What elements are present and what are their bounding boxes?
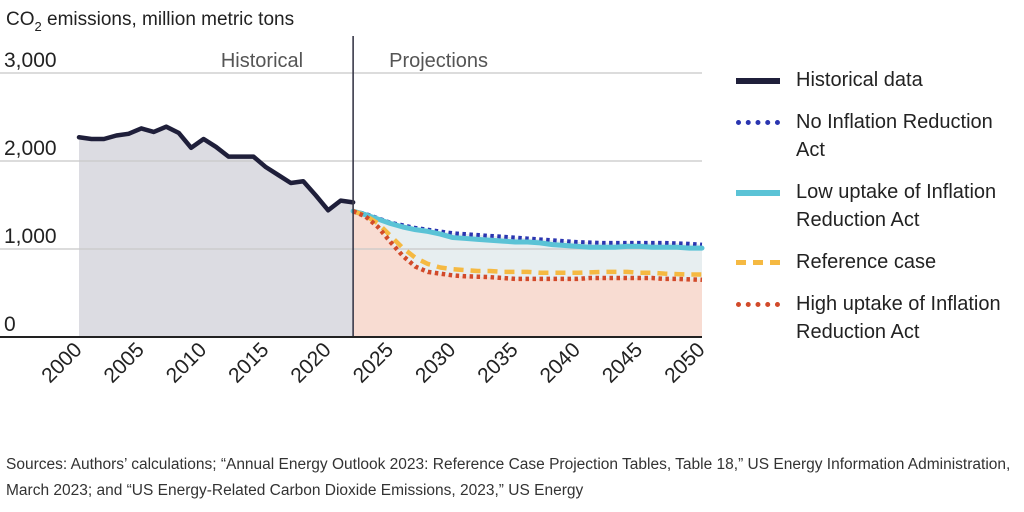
y-tick-label: 1,000 <box>4 225 57 248</box>
series-line <box>76 124 356 213</box>
x-tick-label: 2000 <box>37 338 86 387</box>
legend-item: Historical data <box>736 66 1024 94</box>
x-tick-label: 2020 <box>286 338 335 387</box>
y-axis-title-prefix: CO <box>6 9 35 30</box>
x-tick-label: 2045 <box>598 338 647 387</box>
y-axis-title: CO2 emissions, million metric tons <box>6 9 294 34</box>
source-note: Sources: Authors’ calculations; “Annual … <box>6 456 1011 499</box>
legend-item: High uptake of Inflation Reduction Act <box>736 290 1024 346</box>
legend-swatch <box>736 78 780 84</box>
legend-swatch <box>736 302 780 307</box>
y-tick-label: 2,000 <box>4 137 57 160</box>
historical-area <box>79 126 354 338</box>
legend-swatch <box>736 260 780 265</box>
legend-label: No Inflation Reduction Act <box>796 111 993 161</box>
series-line <box>350 208 705 251</box>
legend-item: Reference case <box>736 248 1024 276</box>
legend: Historical data No Inflation Reduction Ac… <box>736 66 1024 360</box>
x-tick-label: 2040 <box>536 338 585 387</box>
x-tick-label: 2030 <box>411 338 460 387</box>
y-axis-title-subscript: 2 <box>35 19 42 34</box>
legend-item: No Inflation Reduction Act <box>736 108 1024 164</box>
legend-item: Low uptake of Inflation Reduction Act <box>736 178 1024 234</box>
axes <box>0 36 702 338</box>
x-tick-label: 2005 <box>100 338 149 387</box>
y-tick-label: 0 <box>4 313 16 336</box>
period-label-historical: Historical <box>221 50 303 72</box>
series-lines <box>76 124 705 283</box>
legend-swatch <box>736 120 780 125</box>
period-label-projections: Projections <box>389 50 488 72</box>
x-tick-label: 2050 <box>660 338 709 387</box>
area-fills <box>79 126 702 338</box>
series-line <box>352 209 702 277</box>
x-tick-label: 2035 <box>473 338 522 387</box>
legend-swatch <box>736 190 780 196</box>
legend-label: Reference case <box>796 251 937 273</box>
x-tick-label: 2015 <box>224 338 273 387</box>
y-tick-label: 3,000 <box>4 49 57 72</box>
x-tick-label: 2025 <box>349 338 398 387</box>
projection-range-band <box>353 211 702 280</box>
series-line <box>352 209 703 247</box>
legend-label: Low uptake of Inflation Reduction Act <box>796 181 997 231</box>
y-axis-title-rest: emissions, million metric tons <box>42 9 294 30</box>
tick-labels: Historical Projections 0 1,000 2,000 3,000 200… <box>4 49 710 388</box>
chart: CO2 emissions, million metric tons Histo… <box>0 9 710 388</box>
legend-label: Historical data <box>796 69 923 91</box>
legend-label: High uptake of Inflation Reduction Act <box>796 293 1001 343</box>
series-line <box>352 209 703 283</box>
x-tick-label: 2010 <box>162 338 211 387</box>
